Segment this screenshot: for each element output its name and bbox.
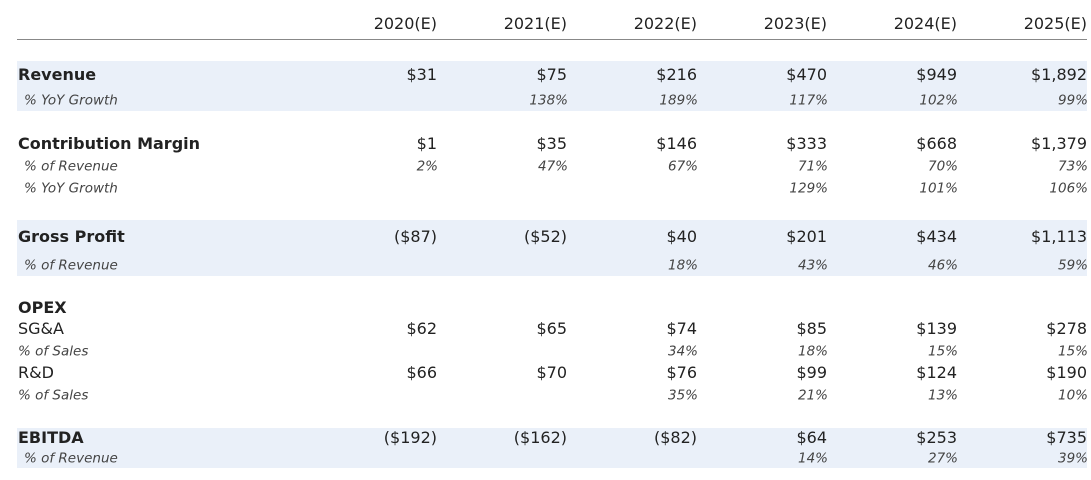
cell-value: 59% <box>1057 257 1088 274</box>
cell-value: $253 <box>916 428 957 447</box>
cell-value: $70 <box>536 363 567 382</box>
column-header: 2021(E) <box>503 14 567 33</box>
cell-value: $216 <box>656 65 697 84</box>
cell-value: $201 <box>786 227 827 246</box>
cell-value: ($52) <box>523 227 567 246</box>
row-label: % of Revenue <box>24 257 118 274</box>
cell-value: 18% <box>797 343 828 360</box>
cell-value: $139 <box>916 319 957 338</box>
column-header: 2024(E) <box>893 14 957 33</box>
cell-value: 102% <box>919 92 958 109</box>
cell-value: 10% <box>1057 387 1088 404</box>
column-header: 2025(E) <box>1023 14 1087 33</box>
cell-value: $278 <box>1046 319 1087 338</box>
cell-value: $1,892 <box>1031 65 1087 84</box>
row-label: EBITDA <box>18 428 84 447</box>
cell-value: 70% <box>927 158 958 175</box>
cell-value: $333 <box>786 134 827 153</box>
cell-value: 138% <box>529 92 568 109</box>
column-header: 2022(E) <box>633 14 697 33</box>
cell-value: $1,379 <box>1031 134 1087 153</box>
row-label: % YoY Growth <box>24 92 118 109</box>
cell-value: $85 <box>796 319 827 338</box>
cell-value: $75 <box>536 65 567 84</box>
row-label: R&D <box>18 363 54 382</box>
row-label: % YoY Growth <box>24 180 118 197</box>
cell-value: 71% <box>797 158 828 175</box>
cell-value: $668 <box>916 134 957 153</box>
row-label: % of Sales <box>18 387 89 404</box>
cell-value: 46% <box>927 257 958 274</box>
cell-value: $124 <box>916 363 957 382</box>
cell-value: 99% <box>1057 92 1088 109</box>
cell-value: 35% <box>667 387 698 404</box>
cell-value: 106% <box>1049 180 1088 197</box>
cell-value: 129% <box>789 180 828 197</box>
column-header: 2023(E) <box>763 14 827 33</box>
row-label: OPEX <box>18 298 67 317</box>
cell-value: 67% <box>667 158 698 175</box>
row-label: Revenue <box>18 65 97 84</box>
cell-value: 2% <box>416 158 438 175</box>
cell-value: 18% <box>667 257 698 274</box>
cell-value: 43% <box>797 257 828 274</box>
row-label: % of Revenue <box>24 158 118 175</box>
cell-value: 34% <box>667 343 698 360</box>
row-label: Contribution Margin <box>18 134 201 153</box>
cell-value: $74 <box>666 319 697 338</box>
row-label: Gross Profit <box>18 227 125 246</box>
header-rule <box>17 39 1087 40</box>
cell-value: 189% <box>659 92 698 109</box>
cell-value: $470 <box>786 65 827 84</box>
row-band <box>17 220 1087 276</box>
cell-value: $146 <box>656 134 697 153</box>
cell-value: ($192) <box>383 428 437 447</box>
column-header: 2020(E) <box>373 14 437 33</box>
cell-value: 39% <box>1057 450 1088 467</box>
cell-value: $62 <box>406 319 437 338</box>
cell-value: $434 <box>916 227 957 246</box>
row-band <box>17 428 1087 468</box>
cell-value: ($162) <box>513 428 567 447</box>
cell-value: 21% <box>797 387 828 404</box>
cell-value: 117% <box>789 92 828 109</box>
cell-value: $65 <box>536 319 567 338</box>
cell-value: 14% <box>797 450 828 467</box>
cell-value: $35 <box>536 134 567 153</box>
cell-value: ($82) <box>653 428 697 447</box>
cell-value: $735 <box>1046 428 1087 447</box>
cell-value: $1 <box>416 134 437 153</box>
cell-value: 27% <box>927 450 958 467</box>
cell-value: $31 <box>406 65 437 84</box>
row-label: SG&A <box>18 319 64 338</box>
cell-value: 73% <box>1057 158 1088 175</box>
cell-value: ($87) <box>393 227 437 246</box>
cell-value: $66 <box>406 363 437 382</box>
cell-value: $64 <box>796 428 827 447</box>
cell-value: 13% <box>927 387 958 404</box>
cell-value: $40 <box>666 227 697 246</box>
row-label: % of Revenue <box>24 450 118 467</box>
cell-value: $949 <box>916 65 957 84</box>
cell-value: $190 <box>1046 363 1087 382</box>
cell-value: $99 <box>796 363 827 382</box>
cell-value: 101% <box>919 180 958 197</box>
cell-value: 15% <box>1057 343 1088 360</box>
row-label: % of Sales <box>18 343 89 360</box>
cell-value: $1,113 <box>1031 227 1087 246</box>
cell-value: 15% <box>927 343 958 360</box>
row-band <box>17 61 1087 111</box>
cell-value: $76 <box>666 363 697 382</box>
cell-value: 47% <box>537 158 568 175</box>
